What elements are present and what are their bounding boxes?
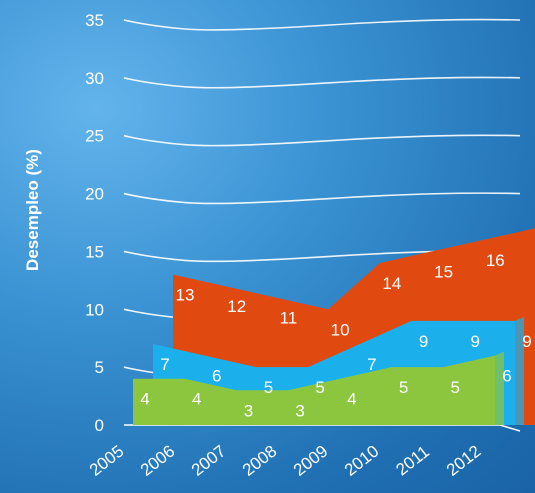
data-label: 3 [295, 401, 304, 420]
data-label: 7 [160, 355, 169, 374]
data-label: 9 [471, 332, 480, 351]
series-side [495, 351, 504, 425]
gridline [123, 18, 521, 31]
data-label: 6 [212, 367, 221, 386]
data-label: 5 [451, 378, 460, 397]
gridline [123, 192, 521, 205]
y-tick-label: 10 [85, 300, 104, 319]
data-label: 4 [140, 390, 149, 409]
y-tick-label: 0 [95, 416, 104, 435]
x-tick-label: 2006 [137, 442, 179, 480]
y-tick-label: 20 [85, 185, 104, 204]
x-tick-label: 2011 [392, 442, 433, 479]
y-tick-label: 5 [95, 358, 104, 377]
data-label: 9 [419, 332, 428, 351]
data-label: 4 [347, 390, 356, 409]
gridline [123, 76, 521, 89]
data-label: 15 [434, 262, 453, 281]
data-label: 5 [264, 378, 273, 397]
series-side [515, 316, 524, 425]
x-tick-label: 2012 [443, 442, 485, 480]
x-tick-label: 2009 [290, 442, 332, 480]
data-label: 5 [399, 378, 408, 397]
x-tick-label: 2008 [239, 442, 281, 480]
data-label: 9 [522, 332, 531, 351]
y-tick-label: 30 [85, 69, 104, 88]
y-axis-label: Desempleo (%) [23, 149, 42, 271]
data-label: 10 [331, 320, 350, 339]
data-label: 12 [227, 297, 246, 316]
x-axis-line [124, 424, 521, 432]
x-tick-label: 2007 [188, 442, 230, 480]
data-label: 16 [486, 251, 505, 270]
data-label: 14 [382, 274, 401, 293]
data-label: 7 [367, 355, 376, 374]
x-tick-label: 2010 [341, 442, 383, 480]
y-tick-label: 35 [85, 11, 104, 30]
x-tick-label: 2005 [86, 442, 128, 480]
series-area [133, 355, 495, 425]
data-label: 4 [192, 390, 201, 409]
data-label: 3 [244, 401, 253, 420]
y-tick-label: 15 [85, 242, 104, 261]
gridline [123, 134, 521, 147]
data-label: 6 [502, 367, 511, 386]
data-label: 13 [176, 286, 195, 305]
data-label: 11 [280, 309, 298, 328]
data-label: 5 [315, 378, 324, 397]
y-tick-label: 25 [85, 127, 104, 146]
